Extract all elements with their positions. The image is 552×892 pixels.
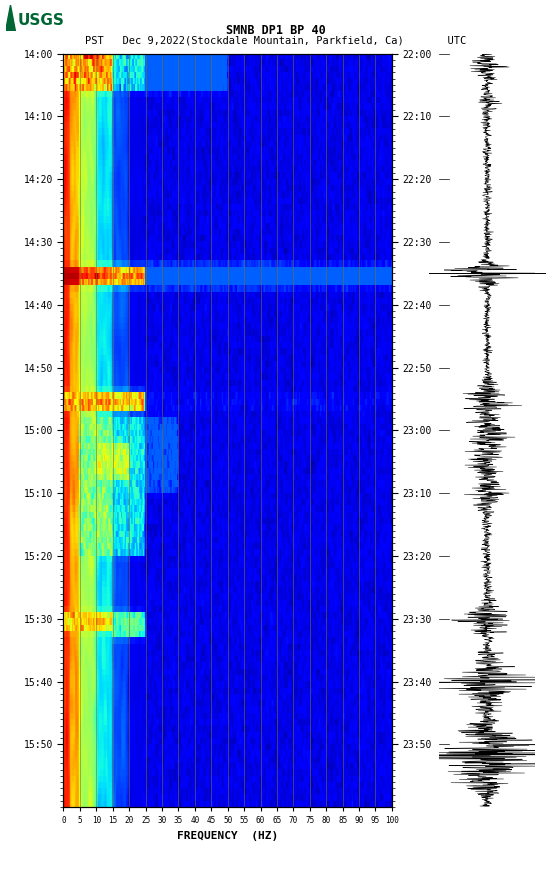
X-axis label: FREQUENCY  (HZ): FREQUENCY (HZ) <box>177 830 278 841</box>
Text: USGS: USGS <box>18 13 65 29</box>
Polygon shape <box>6 5 15 31</box>
Text: SMNB DP1 BP 40: SMNB DP1 BP 40 <box>226 24 326 37</box>
Text: PST   Dec 9,2022(Stockdale Mountain, Parkfield, Ca)       UTC: PST Dec 9,2022(Stockdale Mountain, Parkf… <box>86 36 466 45</box>
